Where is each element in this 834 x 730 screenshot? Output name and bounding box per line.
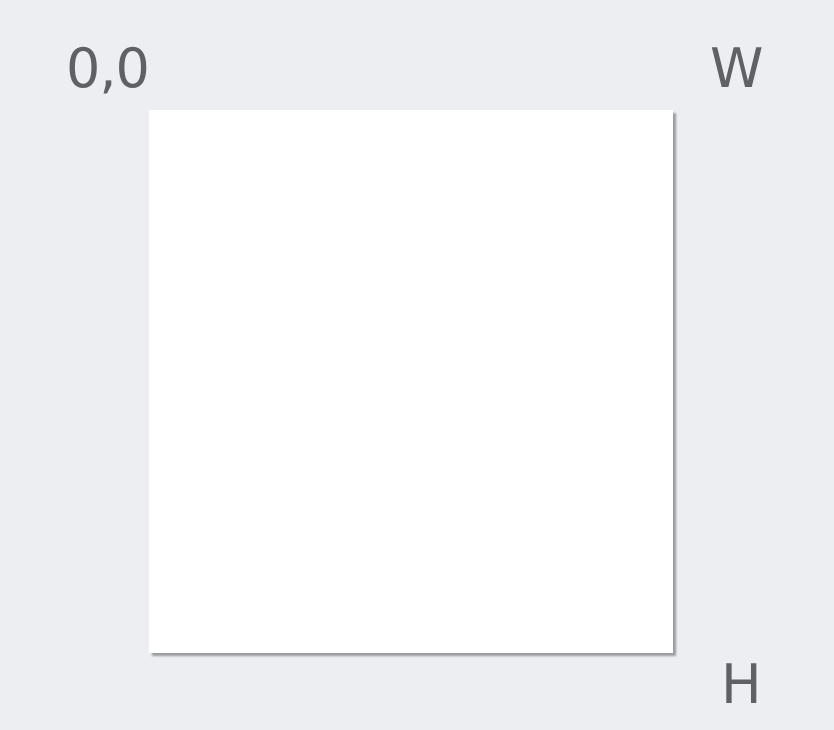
origin-label: 0,0 [66, 37, 150, 100]
width-label: W [710, 37, 763, 100]
height-label: H [721, 653, 762, 716]
canvas-rectangle [149, 110, 673, 653]
